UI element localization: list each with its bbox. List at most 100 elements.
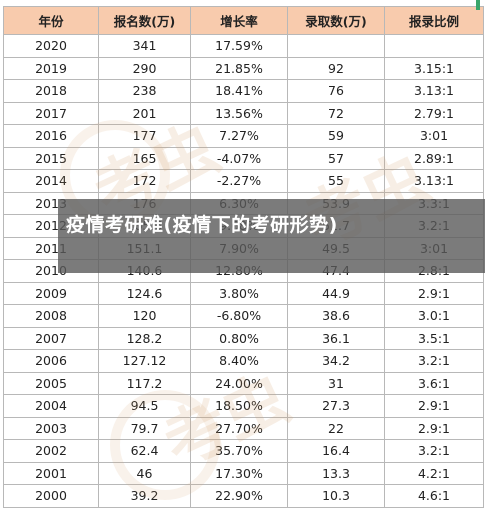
column-header-growth-rate: 增长率: [190, 6, 288, 35]
column-header-applicants: 报名数(万): [98, 6, 191, 35]
table-row: 2008 120 -6.80% 38.6 3.0:1: [3, 304, 484, 328]
table-row: 2004 94.5 18.50% 27.3 2.9:1: [3, 394, 484, 418]
cell-admitted: 27.3: [287, 394, 385, 418]
cell-year: 2002: [3, 439, 99, 463]
cell-growth-rate: 17.30%: [190, 461, 288, 485]
cell-admitted: 38.6: [287, 304, 385, 328]
cell-growth-rate: 35.70%: [190, 439, 288, 463]
cell-year: 2018: [3, 79, 99, 103]
cell-growth-rate: 13.56%: [190, 101, 288, 125]
cell-growth-rate: 3.80%: [190, 281, 288, 305]
cell-admitted: 34.2: [287, 349, 385, 373]
table-row: 2016 177 7.27% 59 3:01: [3, 124, 484, 148]
cell-year: 2007: [3, 326, 99, 350]
cell-growth-rate: -2.27%: [190, 169, 288, 193]
cell-admitted: 55: [287, 169, 385, 193]
cell-admitted: 13.3: [287, 461, 385, 485]
cell-applicants: 128.2: [98, 326, 191, 350]
cell-ratio: 2.9:1: [384, 394, 484, 418]
table-row: 2019 290 21.85% 92 3.15:1: [3, 56, 484, 80]
cell-admitted: 31: [287, 371, 385, 395]
cell-applicants: 341: [98, 34, 191, 58]
cell-year: 2005: [3, 371, 99, 395]
table-row: 2002 62.4 35.70% 16.4 3.2:1: [3, 439, 484, 463]
cell-applicants: 172: [98, 169, 191, 193]
cell-growth-rate: 21.85%: [190, 56, 288, 80]
cell-ratio: 3.2:1: [384, 349, 484, 373]
cell-applicants: 238: [98, 79, 191, 103]
cell-applicants: 127.12: [98, 349, 191, 373]
cell-ratio: 3.6:1: [384, 371, 484, 395]
table-row: 2000 39.2 22.90% 10.3 4.6:1: [3, 484, 484, 508]
cell-applicants: 39.2: [98, 484, 191, 508]
cell-applicants: 120: [98, 304, 191, 328]
table-row: 2005 117.2 24.00% 31 3.6:1: [3, 371, 484, 395]
cell-ratio: 3.2:1: [384, 439, 484, 463]
cell-admitted: 16.4: [287, 439, 385, 463]
cell-applicants: 62.4: [98, 439, 191, 463]
cell-applicants: 124.6: [98, 281, 191, 305]
cell-growth-rate: 7.27%: [190, 124, 288, 148]
cell-applicants: 117.2: [98, 371, 191, 395]
cell-admitted: 76: [287, 79, 385, 103]
cell-admitted: 10.3: [287, 484, 385, 508]
cell-ratio: 3.5:1: [384, 326, 484, 350]
cell-admitted: 92: [287, 56, 385, 80]
cell-admitted: 59: [287, 124, 385, 148]
cell-ratio: 3.13:1: [384, 169, 484, 193]
table-row: 2003 79.7 27.70% 22 2.9:1: [3, 416, 484, 440]
cell-ratio: 4.2:1: [384, 461, 484, 485]
cell-year: 2016: [3, 124, 99, 148]
cell-applicants: 290: [98, 56, 191, 80]
cell-growth-rate: -4.07%: [190, 146, 288, 170]
cell-ratio: 2.79:1: [384, 101, 484, 125]
cell-ratio: 2.9:1: [384, 281, 484, 305]
title-overlay-band: [58, 199, 485, 273]
column-header-admitted: 录取数(万): [287, 6, 385, 35]
cell-growth-rate: 18.50%: [190, 394, 288, 418]
table-row: 2006 127.12 8.40% 34.2 3.2:1: [3, 349, 484, 373]
cell-admitted: 72: [287, 101, 385, 125]
cell-growth-rate: 18.41%: [190, 79, 288, 103]
cell-admitted: 44.9: [287, 281, 385, 305]
table-row: 2009 124.6 3.80% 44.9 2.9:1: [3, 281, 484, 305]
cell-applicants: 94.5: [98, 394, 191, 418]
cell-growth-rate: -6.80%: [190, 304, 288, 328]
cell-growth-rate: 24.00%: [190, 371, 288, 395]
table-row: 2020 341 17.59%: [3, 34, 484, 58]
column-header-year: 年份: [3, 6, 99, 35]
cell-year: 2019: [3, 56, 99, 80]
cell-growth-rate: 8.40%: [190, 349, 288, 373]
cell-ratio: 2.89:1: [384, 146, 484, 170]
cell-year: 2006: [3, 349, 99, 373]
cell-growth-rate: 0.80%: [190, 326, 288, 350]
cell-admitted: 22: [287, 416, 385, 440]
cell-year: 2014: [3, 169, 99, 193]
cell-year: 2020: [3, 34, 99, 58]
cell-admitted: 57: [287, 146, 385, 170]
cell-growth-rate: 17.59%: [190, 34, 288, 58]
overlay-title: 疫情考研难(疫情下的考研形势): [66, 214, 338, 236]
cell-applicants: 177: [98, 124, 191, 148]
cell-year: 2004: [3, 394, 99, 418]
cell-admitted: 36.1: [287, 326, 385, 350]
cell-year: 2003: [3, 416, 99, 440]
cell-ratio: 3.0:1: [384, 304, 484, 328]
cell-ratio: 2.9:1: [384, 416, 484, 440]
cell-growth-rate: 27.70%: [190, 416, 288, 440]
table-row: 2018 238 18.41% 76 3.13:1: [3, 79, 484, 103]
cell-year: 2008: [3, 304, 99, 328]
cell-ratio: 3:01: [384, 124, 484, 148]
cell-applicants: 79.7: [98, 416, 191, 440]
cell-ratio: 3.13:1: [384, 79, 484, 103]
cell-applicants: 201: [98, 101, 191, 125]
cell-year: 2017: [3, 101, 99, 125]
cell-year: 2009: [3, 281, 99, 305]
cell-year: 2000: [3, 484, 99, 508]
table-header-row: 年份 报名数(万) 增长率 录取数(万) 报录比例: [3, 6, 484, 35]
column-header-ratio: 报录比例: [384, 6, 484, 35]
table-row: 2007 128.2 0.80% 36.1 3.5:1: [3, 326, 484, 350]
cell-ratio: [384, 34, 484, 58]
cell-ratio: 3.15:1: [384, 56, 484, 80]
cell-applicants: 165: [98, 146, 191, 170]
